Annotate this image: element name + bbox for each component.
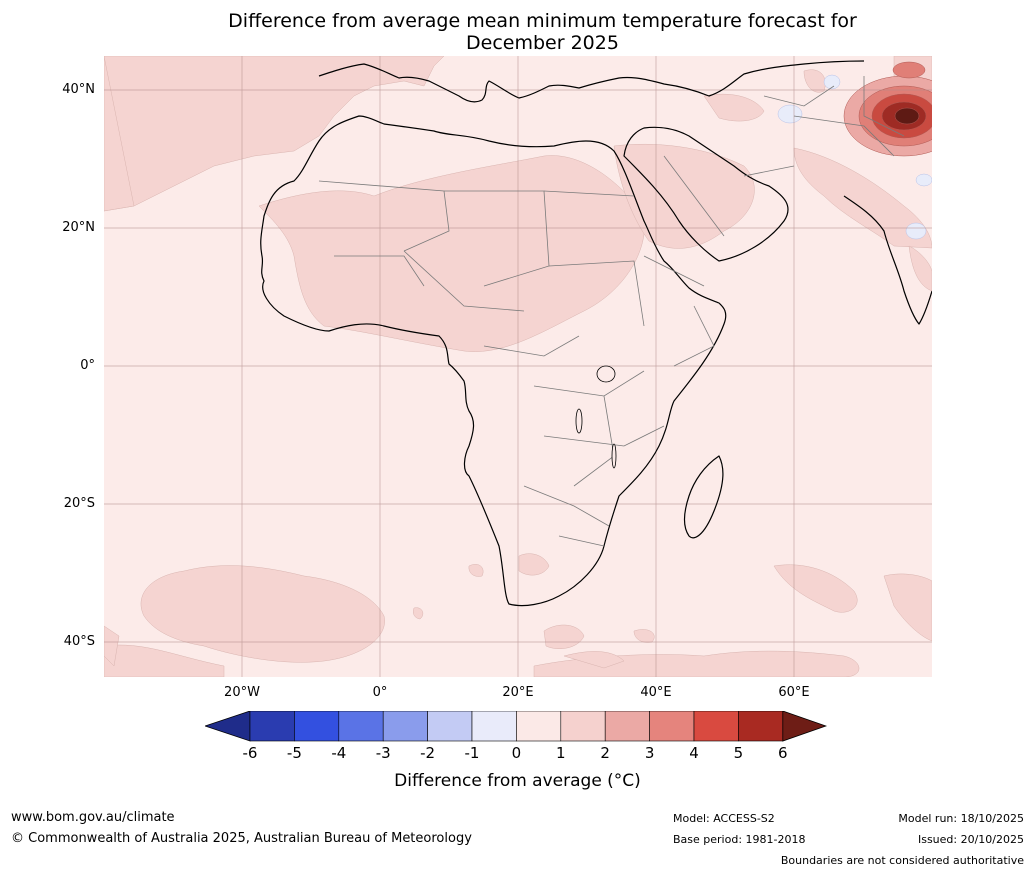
- lon-label-0: 0°: [372, 685, 388, 700]
- colorbar-segment: [249, 710, 295, 742]
- colorbar-segment: [382, 710, 428, 742]
- footer-website[interactable]: www.bom.gov.au/climate: [11, 810, 175, 825]
- colorbar-tick-label: -5: [286, 744, 302, 762]
- colorbar-label: Difference from average (°C): [394, 771, 641, 791]
- lat-label-40N: 40°N: [62, 82, 95, 97]
- footer-model-run: Model run: 18/10/2025: [898, 812, 1024, 825]
- europe-coast: [318, 60, 865, 103]
- colorbar-tick-label: -3: [375, 744, 391, 762]
- lat-label-40S: 40°S: [63, 634, 95, 649]
- footer-copyright: © Commonwealth of Australia 2025, Austra…: [11, 831, 472, 846]
- coastlines: [260, 60, 932, 607]
- country-borders: [318, 76, 905, 547]
- title-line-2: December 2025: [466, 32, 619, 54]
- colorbar-tick-label: -6: [242, 744, 258, 762]
- anomaly-patches-1-2: [104, 56, 932, 677]
- lon-label-60E: 60°E: [778, 685, 810, 700]
- colorbar-extend-low: [203, 710, 251, 742]
- colorbar-tick-label: 3: [644, 744, 655, 762]
- lakes: [575, 365, 617, 469]
- chart-title: Difference from average mean minimum tem…: [0, 10, 1035, 54]
- colorbar: [203, 710, 830, 747]
- footer-model: Model: ACCESS-S2: [673, 812, 775, 825]
- lon-label-40E: 40°E: [640, 685, 672, 700]
- colorbar-tick-label: -1: [464, 744, 480, 762]
- colorbar-tick-label: 6: [778, 744, 788, 762]
- colorbar-segment: [427, 710, 473, 742]
- colorbar-tick-label: 0: [511, 744, 522, 762]
- title-line-1: Difference from average mean minimum tem…: [228, 10, 857, 32]
- lat-label-20N: 20°N: [62, 220, 95, 235]
- colorbar-segment: [294, 710, 340, 742]
- footer-base-period: Base period: 1981-2018: [673, 833, 806, 846]
- lat-label-20S: 20°S: [63, 496, 95, 511]
- anomaly-hotspot: [843, 61, 932, 157]
- lon-label-20W: 20°W: [224, 685, 260, 700]
- colorbar-tick-label: -2: [420, 744, 436, 762]
- india-coast: [843, 195, 932, 325]
- arabia-coast: [623, 126, 789, 262]
- colorbar-segment: [560, 710, 606, 742]
- colorbar-tick-label: 5: [733, 744, 744, 762]
- colorbar-segment: [471, 710, 517, 742]
- colorbar-tick-label: 1: [556, 744, 566, 762]
- footer-disclaimer: Boundaries are not considered authoritat…: [780, 854, 1024, 867]
- africa-coast: [260, 115, 727, 607]
- footer-issued: Issued: 20/10/2025: [917, 833, 1024, 846]
- colorbar-tick-label: 4: [689, 744, 699, 762]
- colorbar-extend-high: [782, 710, 828, 742]
- forecast-map[interactable]: [104, 56, 932, 677]
- lat-label-0: 0°: [80, 358, 95, 373]
- colorbar-segment: [693, 710, 739, 742]
- lon-label-20E: 20°E: [502, 685, 534, 700]
- colorbar-segment: [604, 710, 650, 742]
- colorbar-segment: [738, 710, 784, 742]
- colorbar-segment: [338, 710, 384, 742]
- madagascar-coast: [683, 455, 724, 539]
- cool-spots: [777, 74, 932, 240]
- colorbar-tick-label: -4: [331, 744, 347, 762]
- colorbar-tick-label: 2: [600, 744, 610, 762]
- colorbar-segment: [649, 710, 695, 742]
- colorbar-segment: [516, 710, 562, 742]
- graticule: [104, 56, 932, 677]
